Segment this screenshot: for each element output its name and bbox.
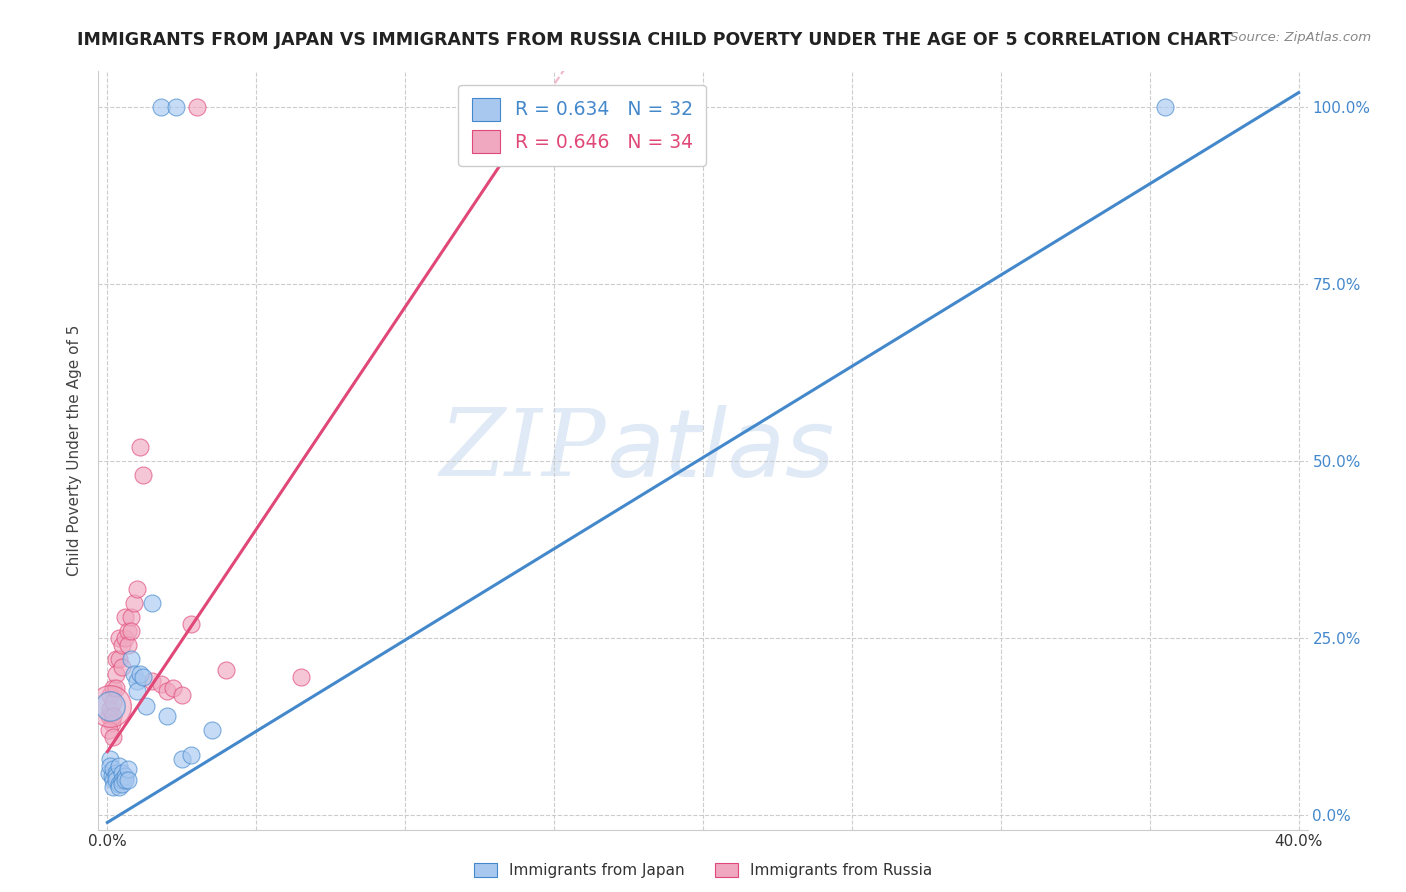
- Point: [156, 709, 179, 723]
- Point: [111, 765, 134, 780]
- Point: [117, 762, 139, 776]
- Point: [105, 772, 128, 787]
- Point: [108, 759, 131, 773]
- Point: [98, 698, 121, 713]
- Point: [103, 709, 125, 723]
- Point: [127, 673, 149, 688]
- Text: Source: ZipAtlas.com: Source: ZipAtlas.com: [1230, 31, 1371, 45]
- Point: [135, 698, 157, 713]
- Point: [141, 596, 163, 610]
- Point: [117, 638, 139, 652]
- Point: [98, 702, 121, 716]
- Point: [122, 666, 145, 681]
- Point: [108, 780, 131, 794]
- Point: [103, 762, 125, 776]
- Point: [170, 752, 193, 766]
- Point: [149, 100, 172, 114]
- Point: [108, 652, 131, 666]
- Point: [170, 688, 193, 702]
- Point: [105, 769, 128, 783]
- Point: [97, 723, 120, 738]
- Point: [127, 582, 149, 596]
- Legend: R = 0.634   N = 32, R = 0.646   N = 34: R = 0.634 N = 32, R = 0.646 N = 34: [458, 85, 706, 166]
- Point: [1153, 100, 1175, 114]
- Point: [180, 748, 202, 763]
- Point: [114, 610, 136, 624]
- Point: [105, 666, 128, 681]
- Point: [120, 652, 142, 666]
- Point: [127, 684, 149, 698]
- Point: [122, 596, 145, 610]
- Point: [129, 666, 152, 681]
- Point: [290, 670, 312, 684]
- Text: IMMIGRANTS FROM JAPAN VS IMMIGRANTS FROM RUSSIA CHILD POVERTY UNDER THE AGE OF 5: IMMIGRANTS FROM JAPAN VS IMMIGRANTS FROM…: [77, 31, 1233, 49]
- Point: [120, 624, 142, 639]
- Point: [103, 772, 125, 787]
- Point: [200, 723, 222, 738]
- Point: [103, 731, 125, 745]
- Point: [98, 688, 121, 702]
- Point: [156, 684, 179, 698]
- Point: [114, 632, 136, 646]
- Point: [117, 624, 139, 639]
- Y-axis label: Child Poverty Under the Age of 5: Child Poverty Under the Age of 5: [67, 325, 83, 576]
- Point: [132, 468, 155, 483]
- Point: [111, 776, 134, 790]
- Point: [215, 663, 238, 677]
- Point: [98, 759, 121, 773]
- Point: [101, 769, 124, 783]
- Point: [162, 681, 184, 695]
- Point: [105, 652, 128, 666]
- Point: [165, 100, 187, 114]
- Point: [98, 698, 121, 713]
- Point: [111, 638, 134, 652]
- Point: [97, 765, 120, 780]
- Point: [186, 100, 208, 114]
- Point: [103, 695, 125, 709]
- Point: [97, 709, 120, 723]
- Point: [111, 659, 134, 673]
- Point: [141, 673, 163, 688]
- Point: [111, 772, 134, 787]
- Point: [101, 716, 124, 731]
- Point: [108, 776, 131, 790]
- Point: [114, 769, 136, 783]
- Point: [103, 780, 125, 794]
- Text: atlas: atlas: [606, 405, 835, 496]
- Point: [108, 632, 131, 646]
- Point: [103, 681, 125, 695]
- Point: [129, 440, 152, 454]
- Point: [132, 670, 155, 684]
- Text: ZIP: ZIP: [440, 406, 606, 495]
- Point: [180, 617, 202, 632]
- Point: [98, 752, 121, 766]
- Point: [117, 772, 139, 787]
- Legend: Immigrants from Japan, Immigrants from Russia: Immigrants from Japan, Immigrants from R…: [468, 857, 938, 884]
- Point: [105, 681, 128, 695]
- Point: [105, 765, 128, 780]
- Point: [120, 610, 142, 624]
- Point: [149, 677, 172, 691]
- Point: [114, 772, 136, 787]
